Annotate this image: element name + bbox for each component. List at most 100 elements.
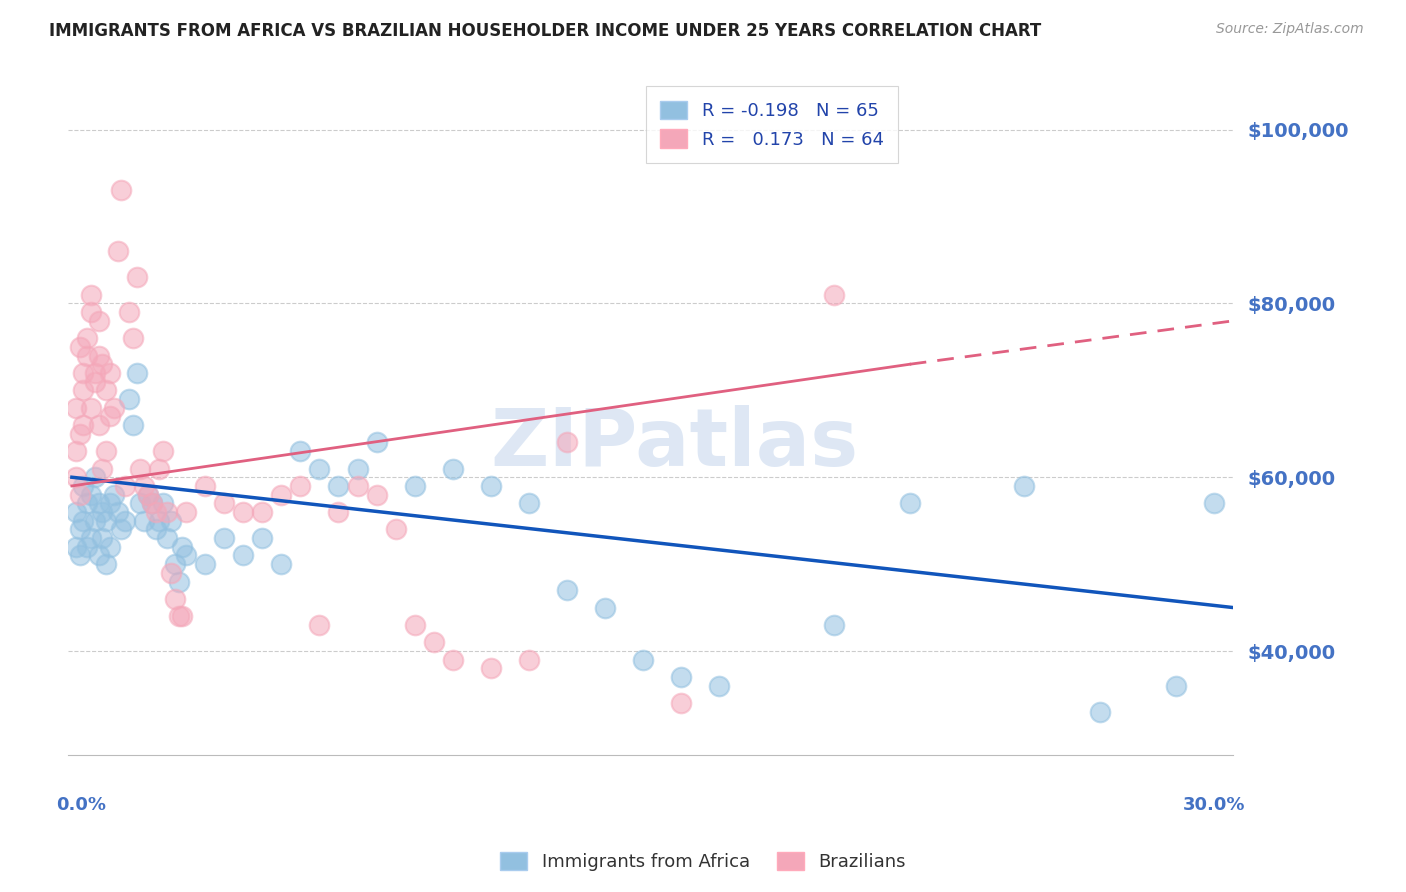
Point (69, 340, 91, 354)
Point (308, 618, 330, 632)
Point (134, 514, 156, 528)
Point (76, 331, 98, 345)
Point (103, 488, 125, 502)
Point (290, 479, 312, 493)
Point (232, 505, 254, 519)
Legend: Immigrants from Africa, Brazilians: Immigrants from Africa, Brazilians (494, 845, 912, 879)
Point (422, 635, 444, 649)
Point (148, 514, 170, 528)
Point (83, 514, 105, 528)
Point (1204, 496, 1226, 510)
Point (83, 470, 105, 484)
Point (671, 670, 693, 684)
Point (125, 270, 148, 285)
Point (76, 540, 98, 554)
Point (103, 401, 125, 415)
Point (308, 461, 330, 475)
Point (96, 444, 118, 458)
Point (65, 470, 87, 484)
Point (96, 384, 118, 398)
Point (98, 409, 121, 424)
Point (83, 375, 105, 389)
Point (69, 549, 91, 563)
Text: IMMIGRANTS FROM AFRICA VS BRAZILIAN HOUSEHOLDER INCOME UNDER 25 YEARS CORRELATIO: IMMIGRANTS FROM AFRICA VS BRAZILIAN HOUS… (49, 22, 1042, 40)
Point (156, 531, 179, 545)
Point (96, 557, 118, 571)
Point (72, 418, 94, 433)
Point (129, 496, 152, 510)
Point (174, 549, 197, 563)
Point (98, 496, 121, 510)
Point (174, 505, 197, 519)
Text: ZIPatlas: ZIPatlas (489, 404, 858, 483)
Point (404, 479, 426, 493)
Point (141, 496, 163, 510)
Point (134, 479, 156, 493)
Point (404, 618, 426, 632)
Point (87, 496, 110, 510)
Point (366, 435, 388, 450)
Point (80, 305, 103, 319)
Text: 30.0%: 30.0% (1182, 796, 1246, 814)
Point (290, 444, 312, 458)
Point (1088, 705, 1111, 719)
Point (252, 505, 274, 519)
Point (441, 461, 464, 475)
Point (593, 600, 616, 615)
Point (555, 583, 578, 598)
Point (65, 444, 87, 458)
Point (118, 305, 141, 319)
Point (709, 679, 731, 693)
Point (80, 287, 103, 301)
Point (145, 505, 167, 519)
Point (83, 366, 105, 380)
Point (114, 479, 136, 493)
Point (141, 496, 163, 510)
Text: Source: ZipAtlas.com: Source: ZipAtlas.com (1216, 22, 1364, 37)
Point (366, 488, 388, 502)
Point (346, 461, 368, 475)
Point (136, 488, 159, 502)
Point (136, 488, 159, 502)
Point (252, 531, 274, 545)
Point (125, 366, 148, 380)
Legend: R = -0.198   N = 65, R =   0.173   N = 64: R = -0.198 N = 65, R = 0.173 N = 64 (645, 87, 898, 163)
Point (72, 479, 94, 493)
Point (107, 244, 129, 259)
Point (328, 479, 350, 493)
Point (114, 514, 136, 528)
Point (72, 366, 94, 380)
Point (129, 461, 152, 475)
Point (91, 461, 114, 475)
Point (152, 444, 174, 458)
Point (517, 653, 540, 667)
Point (212, 531, 235, 545)
Text: 0.0%: 0.0% (56, 796, 107, 814)
Point (172, 540, 194, 554)
Point (172, 609, 194, 624)
Point (212, 496, 235, 510)
Point (69, 426, 91, 441)
Point (80, 531, 103, 545)
Point (145, 522, 167, 536)
Point (1012, 479, 1035, 493)
Point (517, 496, 540, 510)
Point (479, 661, 502, 675)
Point (328, 505, 350, 519)
Point (87, 418, 110, 433)
Point (76, 349, 98, 363)
Point (72, 384, 94, 398)
Point (441, 653, 464, 667)
Point (671, 696, 693, 710)
Point (65, 540, 87, 554)
Point (87, 349, 110, 363)
Point (87, 314, 110, 328)
Point (194, 479, 217, 493)
Point (80, 401, 103, 415)
Point (163, 591, 186, 606)
Point (69, 522, 91, 536)
Point (167, 574, 190, 589)
Point (98, 540, 121, 554)
Point (823, 618, 845, 632)
Point (1166, 679, 1188, 693)
